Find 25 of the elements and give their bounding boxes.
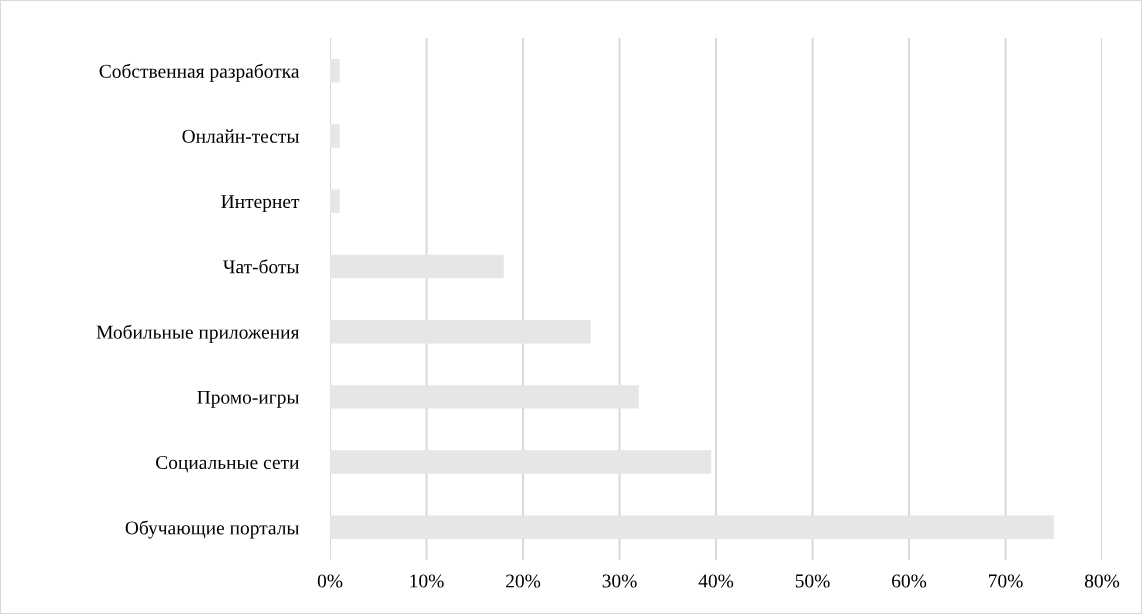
bar	[330, 450, 712, 474]
x-tick-label: 20%	[506, 574, 541, 588]
bar	[330, 189, 340, 213]
y-tick-label: Социальные сети	[156, 455, 300, 473]
x-tick-label: 30%	[602, 574, 637, 588]
bar	[330, 254, 504, 279]
bar	[330, 319, 591, 344]
y-tick-label: Чат-боты	[223, 259, 300, 274]
x-tick-label: 80%	[1084, 574, 1120, 588]
x-tick-label: 0%	[317, 574, 343, 588]
y-tick-label: Онлайн-тесты	[182, 129, 300, 143]
y-tick-label: Обучающие порталы	[125, 520, 300, 539]
y-tick-label: Интернет	[221, 195, 300, 213]
bar	[330, 515, 1054, 540]
y-tick-label: Мобильные приложения	[96, 324, 300, 343]
bar	[330, 385, 639, 409]
x-tick-label: 70%	[988, 574, 1023, 588]
bar	[330, 124, 340, 148]
bar	[330, 58, 340, 83]
x-tick-label: 50%	[795, 574, 830, 588]
x-tick-label: 40%	[698, 574, 734, 588]
y-tick-label: Собственная разработка	[99, 63, 300, 82]
y-tick-label: Промо-игры	[197, 390, 300, 408]
x-tick-label: 10%	[410, 574, 444, 588]
x-tick-label: 60%	[892, 574, 927, 588]
